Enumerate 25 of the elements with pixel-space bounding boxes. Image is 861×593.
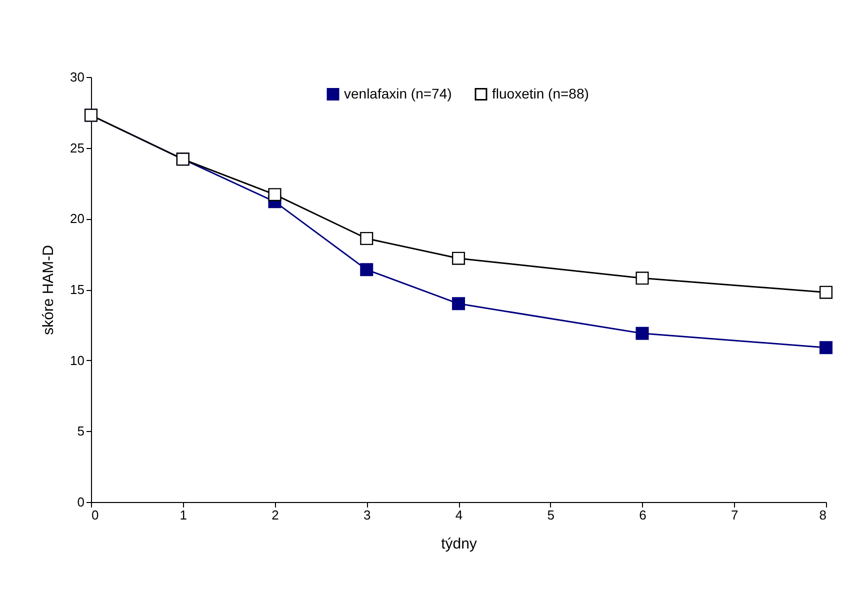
x-tick-label: 2: [272, 508, 279, 522]
y-tick-label: 5: [77, 424, 84, 439]
x-tick-label: 0: [92, 508, 99, 522]
point: [360, 263, 374, 276]
point: [268, 188, 282, 202]
x-tick-label: 5: [547, 508, 554, 522]
y-tick-label: 25: [70, 140, 84, 156]
x-tick-label: 8: [819, 508, 826, 522]
y-tick-label: 30: [70, 70, 84, 84]
x-tick-label: 3: [364, 508, 371, 522]
y-axis-title: skóre HAM-D: [40, 244, 58, 336]
x-axis-title: týdny: [441, 536, 478, 552]
x-tick-label: 6: [639, 508, 646, 522]
x-tick-label: 4: [455, 508, 463, 522]
x-tick-label: 1: [180, 508, 187, 522]
legend-label: fluoxetin (n=88): [492, 85, 589, 102]
point: [452, 297, 466, 310]
point: [636, 326, 649, 340]
y-tick-label: 15: [70, 282, 84, 297]
y-tick-label: 0: [77, 494, 84, 510]
legend-label: venlafaxin (n=74): [344, 85, 452, 102]
x-tick-label: 7: [731, 508, 738, 522]
point: [819, 341, 833, 354]
y-tick-label: 10: [70, 352, 84, 368]
y-tick-label: 20: [70, 211, 84, 226]
